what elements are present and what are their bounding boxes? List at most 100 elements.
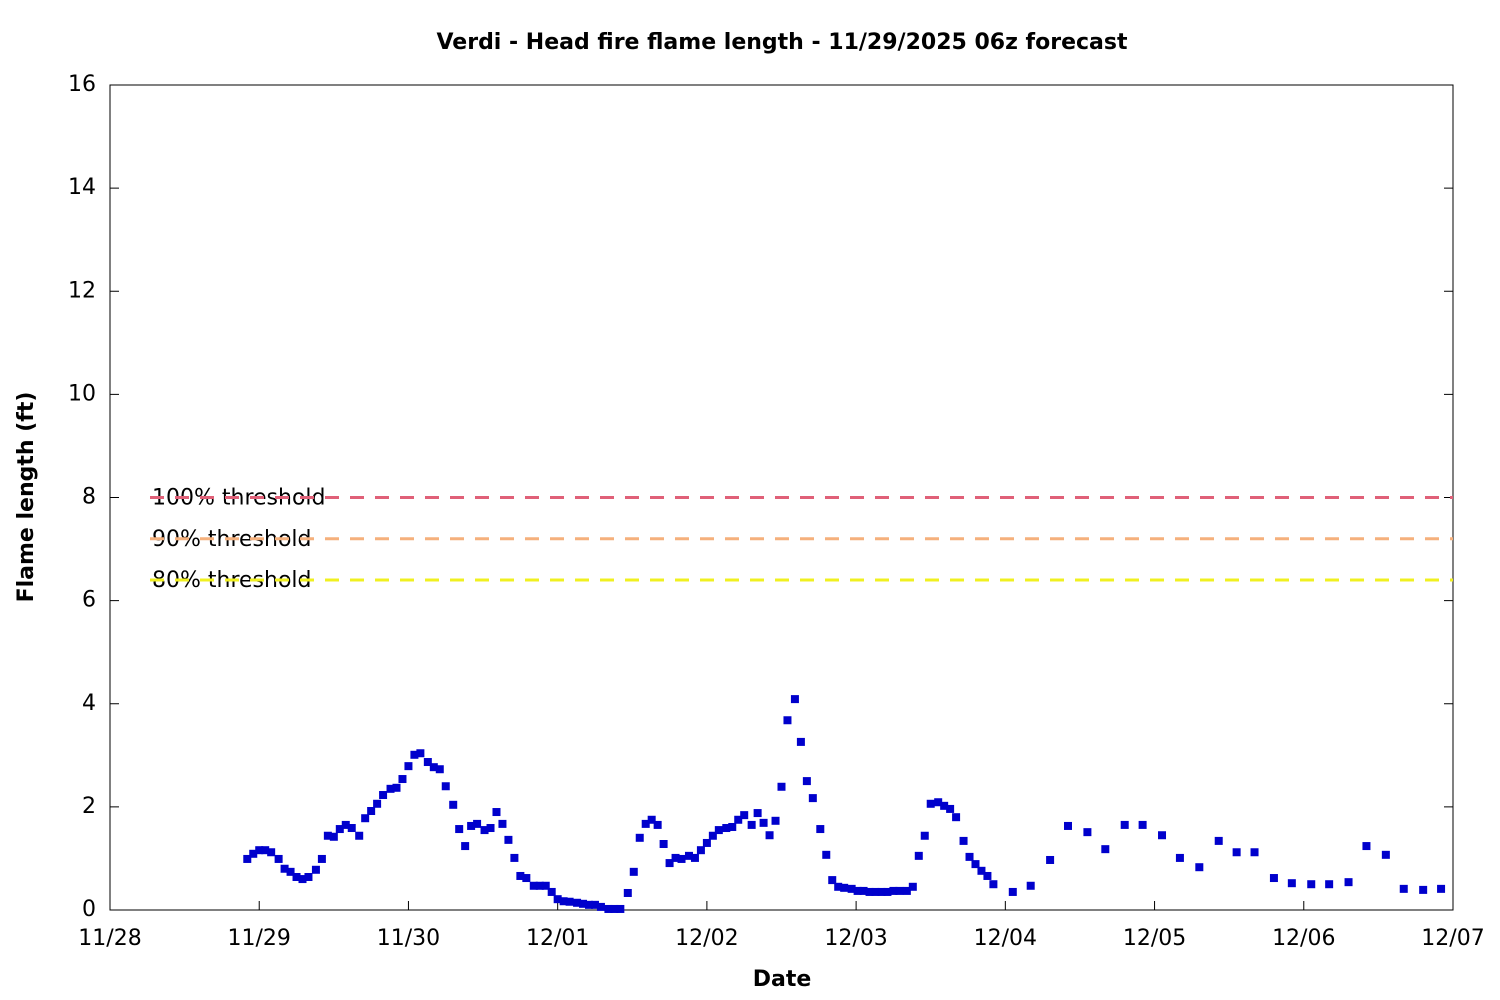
x-tick-label: 12/05: [1123, 926, 1186, 951]
data-point: [585, 900, 594, 909]
data-point: [702, 838, 711, 847]
data-point: [765, 831, 774, 840]
data-point: [902, 886, 911, 895]
x-tick-label: 12/01: [526, 926, 589, 951]
data-point: [292, 873, 301, 881]
data-point: [1307, 880, 1316, 889]
data-point: [1269, 874, 1278, 883]
data-point: [467, 821, 476, 830]
data-point: [298, 875, 307, 884]
data-point: [341, 820, 350, 829]
data-point: [392, 783, 401, 792]
data-point: [541, 881, 550, 890]
data-point: [983, 871, 992, 880]
data-point: [883, 887, 892, 896]
data-point: [696, 846, 705, 855]
data-point: [1344, 878, 1353, 887]
x-tick-label: 11/29: [228, 926, 291, 951]
data-point: [616, 904, 625, 913]
data-point: [747, 820, 756, 829]
data-point: [816, 825, 825, 834]
data-point: [480, 826, 489, 835]
data-point: [1046, 855, 1055, 864]
data-point: [853, 886, 862, 895]
data-point: [1026, 881, 1035, 890]
data-point: [516, 871, 525, 880]
data-point: [671, 853, 680, 862]
data-point: [920, 831, 929, 840]
data-point: [435, 765, 444, 774]
data-point: [653, 820, 662, 829]
data-point: [677, 854, 686, 863]
y-tick-label: 4: [82, 691, 96, 716]
data-point: [1175, 853, 1184, 862]
x-tick-label: 12/06: [1272, 926, 1335, 951]
data-point: [361, 814, 370, 823]
data-point: [261, 846, 270, 855]
data-point: [423, 758, 432, 767]
data-point: [889, 886, 898, 895]
data-point: [596, 902, 605, 911]
data-point: [1158, 831, 1167, 840]
data-point: [895, 886, 904, 895]
data-point: [859, 886, 868, 895]
data-point: [243, 854, 252, 863]
data-point: [249, 849, 258, 858]
data-point: [535, 881, 544, 890]
y-tick-label: 10: [68, 381, 96, 406]
data-point: [329, 832, 338, 841]
data-point: [373, 799, 382, 808]
x-tick-label: 11/30: [377, 926, 440, 951]
data-point: [1064, 821, 1073, 830]
data-point: [1287, 879, 1296, 888]
data-point: [347, 824, 356, 833]
data-point: [1437, 884, 1446, 893]
data-point: [529, 881, 538, 890]
x-tick-label: 12/03: [824, 926, 887, 951]
data-point: [317, 854, 326, 863]
data-point: [355, 831, 364, 840]
data-point: [1232, 848, 1241, 857]
data-point: [335, 825, 344, 834]
data-point: [840, 883, 849, 892]
data-point: [659, 840, 668, 848]
y-tick-label: 0: [82, 897, 96, 922]
data-point: [486, 824, 495, 833]
data-point: [1419, 885, 1428, 894]
y-tick-label: 16: [68, 72, 96, 97]
data-point: [473, 819, 482, 828]
data-point: [641, 819, 650, 828]
data-point: [728, 822, 737, 831]
data-point: [623, 888, 632, 897]
y-tick-label: 6: [82, 588, 96, 613]
data-point: [323, 831, 332, 840]
data-point: [714, 826, 723, 835]
y-tick-label: 12: [68, 278, 96, 303]
data-point: [547, 887, 556, 896]
x-tick-label: 12/07: [1421, 926, 1484, 951]
data-point: [610, 904, 619, 913]
data-point: [255, 846, 264, 855]
data-point: [822, 850, 831, 859]
data-point: [940, 801, 949, 810]
data-point: [1250, 848, 1259, 857]
y-axis-label: Flame length (ft): [14, 392, 39, 603]
data-point: [871, 887, 880, 896]
data-point: [690, 853, 699, 862]
data-point: [416, 749, 425, 758]
data-point: [771, 816, 780, 825]
data-point: [579, 899, 588, 908]
data-point: [665, 859, 674, 868]
data-point: [629, 867, 638, 876]
data-point: [604, 904, 613, 913]
data-point: [877, 887, 886, 896]
data-point: [504, 835, 513, 844]
data-point: [1120, 820, 1129, 829]
data-point: [1214, 836, 1223, 845]
data-point: [759, 818, 768, 827]
data-point: [386, 784, 395, 793]
data-point: [708, 831, 717, 840]
data-point: [590, 900, 599, 909]
data-point: [559, 897, 568, 906]
data-point: [971, 860, 980, 869]
